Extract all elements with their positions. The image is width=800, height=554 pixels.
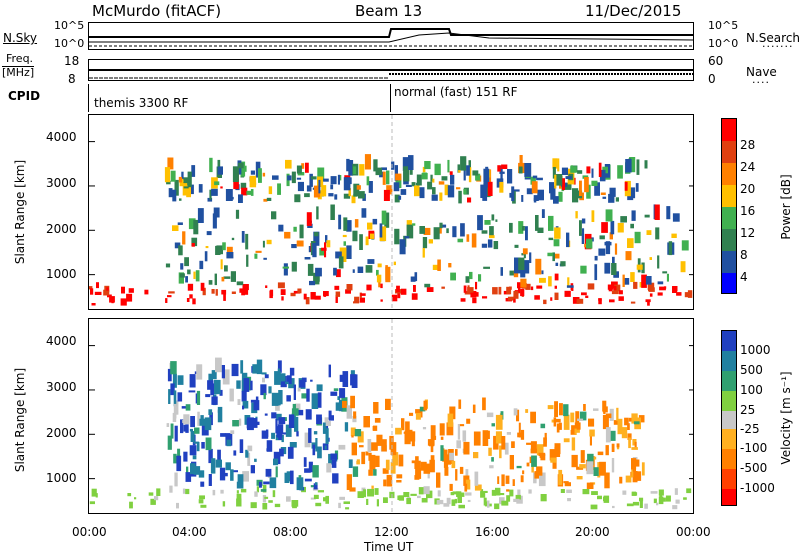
x-axis-label: Time UT xyxy=(364,540,414,554)
heatmap-region-2 xyxy=(165,204,689,288)
velocity-cb-tick-m1000: -1000 xyxy=(740,481,775,495)
cpid-label: CPID xyxy=(8,89,41,103)
freq-tick-top: 18 xyxy=(64,54,80,68)
power-ytick-2000: 2000 xyxy=(46,222,77,236)
nave-tick-bottom: 0 xyxy=(708,72,716,86)
cpid-mode-themis: themis 3300 RF xyxy=(94,96,189,110)
xtick-1200: 12:00 xyxy=(374,525,409,539)
nave-tick-top: 60 xyxy=(708,54,724,68)
xtick-0400: 04:00 xyxy=(172,525,207,539)
power-ytick-3000: 3000 xyxy=(46,176,77,190)
nsky-tick-bottom: 10^0 xyxy=(54,37,85,50)
velocity-cb-tick-m100: -100 xyxy=(740,441,768,455)
power-cb-tick-8: 8 xyxy=(740,248,748,262)
freq-unit: [MHz] xyxy=(2,66,35,79)
date-title: 11/Dec/2015 xyxy=(585,2,682,20)
power-ytick-4000: 4000 xyxy=(46,130,77,144)
heatmap-region-2 xyxy=(342,395,645,492)
beam-title: Beam 13 xyxy=(355,2,423,20)
nsky-trace xyxy=(89,28,693,47)
nsearch-legend-line: ······· xyxy=(762,40,794,53)
xtick-2000: 20:00 xyxy=(575,525,610,539)
power-cb-tick-12: 12 xyxy=(740,226,756,240)
nsearch-tick-bottom: 10^0 xyxy=(708,37,739,50)
power-cb-tick-24: 24 xyxy=(740,160,756,174)
heatmap-region-0 xyxy=(89,281,693,306)
nsearch-label: N.Search xyxy=(746,31,800,45)
velocity-heatmap xyxy=(89,319,693,513)
velocity-ytick-3000: 3000 xyxy=(46,380,77,394)
cpid-mode-normal: normal (fast) 151 RF xyxy=(394,85,518,99)
velocity-colorbar xyxy=(721,330,737,506)
freq-panel xyxy=(88,59,694,81)
velocity-cb-tick-1000: 1000 xyxy=(740,343,771,357)
nsky-tick-top: 10^5 xyxy=(54,19,85,32)
heatmap-region-1 xyxy=(164,154,648,204)
power-colorbar xyxy=(721,118,737,294)
nsearch-tick-top: 10^5 xyxy=(708,19,739,32)
velocity-cb-tick-25: 25 xyxy=(740,403,756,417)
freq-tick-bottom: 8 xyxy=(68,72,76,86)
velocity-ytick-2000: 2000 xyxy=(46,426,77,440)
nsky-panel xyxy=(88,22,694,50)
velocity-panel xyxy=(88,318,694,514)
power-ytick-1000: 1000 xyxy=(46,267,77,281)
power-panel xyxy=(88,114,694,310)
velocity-cb-tick-500: 500 xyxy=(740,363,763,377)
xtick-2400: 00:00 xyxy=(676,525,711,539)
velocity-ytick-1000: 1000 xyxy=(46,471,77,485)
power-cb-tick-16: 16 xyxy=(740,204,756,218)
heatmap-region-1 xyxy=(166,357,359,492)
power-cb-tick-20: 20 xyxy=(740,182,756,196)
xtick-1600: 16:00 xyxy=(475,525,510,539)
xtick-0000: 00:00 xyxy=(72,525,107,539)
nave-label: Nave xyxy=(746,65,777,79)
velocity-cb-tick-m25: -25 xyxy=(740,422,760,436)
cpid-divider xyxy=(390,84,391,112)
nsky-label: N.Sky xyxy=(3,31,38,45)
velocity-cb-tick-m500: -500 xyxy=(740,461,768,475)
power-cb-tick-28: 28 xyxy=(740,138,756,152)
cpid-left-edge xyxy=(88,84,89,112)
velocity-ytick-4000: 4000 xyxy=(46,334,77,348)
velocity-cb-tick-100: 100 xyxy=(740,383,763,397)
station-title: McMurdo (fitACF) xyxy=(92,2,222,20)
nave-legend-line: ···· xyxy=(752,76,770,89)
cpid-bar: themis 3300 RF normal (fast) 151 RF xyxy=(88,84,694,112)
freq-trace xyxy=(89,69,693,79)
power-cb-tick-4: 4 xyxy=(740,270,748,284)
heatmap-region-0 xyxy=(89,484,692,510)
freq-label: Freq. xyxy=(6,52,34,65)
power-heatmap xyxy=(89,115,693,309)
xtick-0800: 08:00 xyxy=(273,525,308,539)
